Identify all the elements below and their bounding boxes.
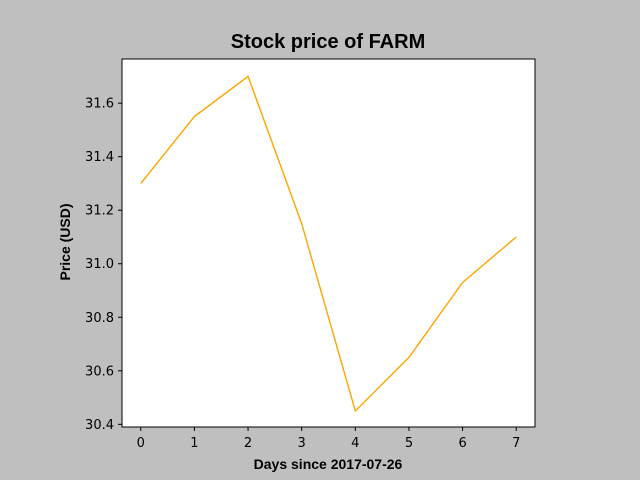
y-tick-label: 31.0 <box>85 257 114 272</box>
x-tick-label: 0 <box>137 436 145 451</box>
x-tick-label: 4 <box>351 436 359 451</box>
y-tick-label: 30.8 <box>85 311 114 326</box>
x-tick-label: 5 <box>405 436 413 451</box>
plot-frame <box>121 58 536 428</box>
x-tick-label: 2 <box>244 436 252 451</box>
y-tick-label: 31.2 <box>85 204 114 219</box>
y-axis-label: Price (USD) <box>57 203 73 280</box>
x-tick-label: 7 <box>512 436 520 451</box>
y-axis-ticks: 30.4 30.6 30.8 31.0 31.2 31.4 31.6 <box>85 97 122 433</box>
y-tick-label: 31.6 <box>85 97 114 112</box>
x-axis-ticks: 0 1 2 3 4 5 6 7 <box>137 427 520 451</box>
y-tick-label: 30.6 <box>85 364 114 379</box>
chart-title: Stock price of FARM <box>231 31 425 53</box>
plot-area <box>122 59 535 427</box>
plot-lines <box>140 75 517 413</box>
y-tick-label: 30.4 <box>85 418 114 433</box>
x-tick-label: 1 <box>190 436 198 451</box>
y-tick-label: 31.4 <box>85 150 114 165</box>
series-line-0 <box>140 75 517 413</box>
x-tick-label: 3 <box>298 436 306 451</box>
x-axis-label: Days since 2017-07-26 <box>254 456 403 472</box>
x-tick-label: 6 <box>458 436 466 451</box>
